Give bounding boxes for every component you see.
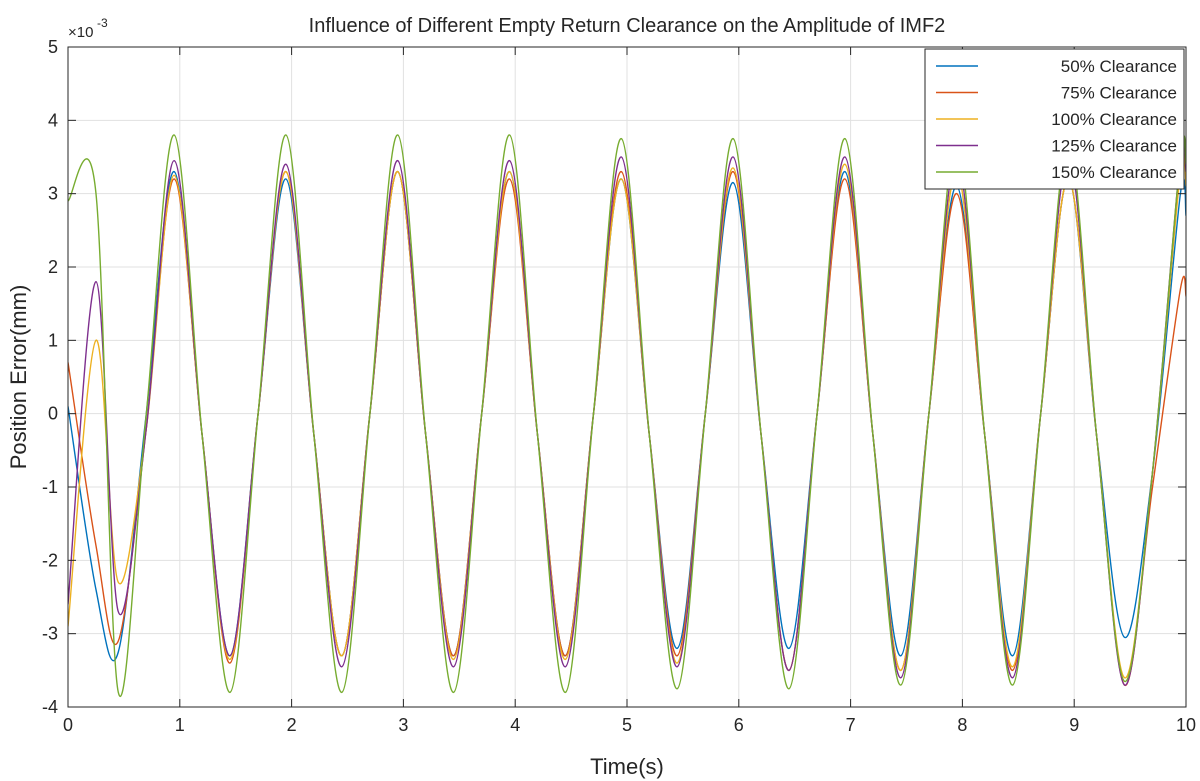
x-tick-label: 2 [287,715,297,735]
y-tick-label: -1 [42,477,58,497]
y-tick-label: 3 [48,184,58,204]
x-tick-label: 5 [622,715,632,735]
x-tick-labels: 0 1 2 3 4 5 6 7 8 9 10 [63,715,1196,735]
legend-label: 50% Clearance [1061,57,1177,76]
x-axis-label: Time(s) [590,754,664,779]
chart-title: Influence of Different Empty Return Clea… [309,15,946,37]
legend-label: 75% Clearance [1061,84,1177,103]
y-tick-label: 2 [48,257,58,277]
y-tick-label: -3 [42,624,58,644]
axis-exponent-power: -3 [97,16,108,30]
x-tick-label: 4 [510,715,520,735]
series-line-150pct-clearance [68,134,1186,697]
y-tick-label: -2 [42,550,58,570]
y-axis-label: Position Error(mm) [6,285,31,470]
x-tick-label: 6 [734,715,744,735]
x-tick-label: 7 [846,715,856,735]
y-tick-label: 1 [48,330,58,350]
x-tick-label: 10 [1176,715,1196,735]
x-tick-label: 1 [175,715,185,735]
legend-label: 100% Clearance [1051,110,1177,129]
x-tick-label: 8 [957,715,967,735]
legend-entries: 50% Clearance 75% Clearance 100% Clearance… [936,57,1177,182]
series-line-125pct-clearance [68,136,1186,686]
y-tick-label: 4 [48,110,58,130]
legend: 50% Clearance 75% Clearance 100% Clearance… [924,48,1185,190]
x-tick-label: 9 [1069,715,1079,735]
legend-label: 125% Clearance [1051,137,1177,156]
x-tick-label: 3 [398,715,408,735]
legend-label: 150% Clearance [1051,163,1177,182]
x-tick-label: 0 [63,715,73,735]
y-tick-label: 0 [48,404,58,424]
axis-exponent-base: ×10 [68,24,93,41]
y-tick-labels: -4 -3 -2 -1 0 1 2 3 4 5 [42,37,58,717]
y-tick-label: -4 [42,697,58,717]
y-tick-label: 5 [48,37,58,57]
series-layer [68,134,1186,697]
ticks [67,46,1187,708]
